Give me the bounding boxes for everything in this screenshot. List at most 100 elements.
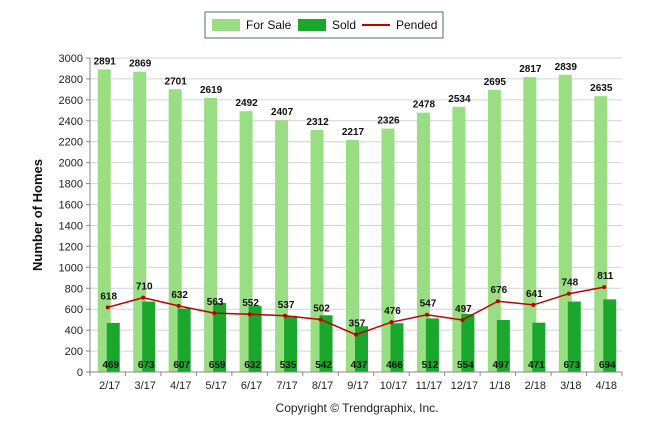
pended-value-label: 641 [526,289,543,300]
bar-sold [142,301,156,372]
y-axis: 0 200 400 600 800 1000 1200 1400 1600 1800 2000 220… [59,53,90,379]
x-tick-label: 4/18 [596,380,617,392]
bar-for-sale [168,89,182,372]
pended-point [105,305,110,310]
pended-point [495,299,500,304]
bar-sold [319,315,333,372]
pended-point [602,285,607,290]
pended-point [424,312,429,317]
y-tick-label: 2800 [59,74,83,86]
pended-value-label: 552 [242,298,259,309]
pended-point [212,311,217,316]
bar-for-sale [416,112,430,373]
bar-for-sale [97,69,111,373]
bar-sold [213,303,227,372]
pended-point [283,313,288,318]
for-sale-value-label: 2869 [129,59,152,70]
y-tick-label: 0 [77,367,83,379]
x-tick-label: 5/17 [205,380,226,392]
y-tick-label: 1800 [59,179,83,191]
for-sale-value-label: 2619 [200,85,223,96]
for-sale-value-label: 2492 [235,98,258,109]
bar-sold [425,318,439,372]
y-tick-label: 600 [65,304,83,316]
pended-value-label: 497 [455,304,472,315]
x-tick-label: 7/17 [276,380,297,392]
pended-point [354,332,358,337]
y-tick-label: 2600 [59,95,83,107]
pended-value-label: 357 [349,319,366,330]
bars [97,69,617,373]
bar-sold [496,319,510,372]
pended-value-label: 811 [597,271,614,282]
pended-point [531,302,536,307]
bar-for-sale [346,139,359,372]
y-tick-label: 1600 [59,200,83,212]
bar-for-sale [275,120,289,372]
for-sale-value-label: 2312 [306,117,329,128]
for-sale-value-label: 2534 [448,94,471,105]
pended-value-label: 618 [100,291,117,302]
y-tick-label: 400 [65,325,83,337]
data-labels: 2891 469 2869 673 2701 607 2619 659 2492 632 2407 5… [94,56,616,371]
pended-point [141,295,146,300]
y-axis-label: Number of Homes [30,159,45,271]
sold-value-label: 535 [280,360,297,371]
sold-value-label: 673 [138,360,155,371]
y-tick-label: 3000 [59,53,83,65]
y-tick-label: 2000 [59,158,83,170]
legend-label: Sold [332,18,356,32]
sold-value-label: 437 [351,360,368,371]
pended-value-label: 632 [171,290,188,301]
for-sale-value-label: 2839 [555,62,578,73]
for-sale-value-label: 2217 [342,127,365,138]
legend-label: Pended [396,18,437,32]
pended-point [566,291,571,296]
pended-value-label: 476 [384,306,401,317]
legend-swatch-for-sale [212,19,240,31]
pended-point [176,303,181,308]
for-sale-value-label: 2817 [519,64,542,75]
y-tick-label: 2400 [59,116,83,128]
bar-sold [284,316,298,372]
pended-value-label: 748 [561,278,578,289]
sold-value-label: 659 [209,360,226,371]
y-tick-label: 1000 [59,262,83,274]
legend-swatch-sold [298,19,326,31]
bar-for-sale [310,130,324,372]
bar-sold [390,323,404,372]
bar-sold [355,326,368,372]
pended-value-label: 537 [278,300,295,311]
pended-point [318,317,323,322]
bar-sold [603,299,617,372]
pended-value-label: 502 [313,303,330,314]
sold-value-label: 607 [173,360,190,371]
y-tick-label: 2200 [59,137,83,149]
x-tick-label: 8/17 [312,380,333,392]
pended-value-label: 563 [207,297,224,308]
pended-value-label: 710 [136,282,153,293]
x-axis: 2/17 3/17 4/17 5/17 6/17 7/17 8/17 9/17 10/17 11/… [89,372,623,392]
sold-value-label: 469 [102,360,119,371]
bar-for-sale [558,74,572,373]
sold-value-label: 694 [599,360,616,371]
bar-sold [248,305,262,372]
bar-for-sale [523,77,537,373]
sold-value-label: 512 [422,360,439,371]
bar-sold [567,301,581,372]
sold-value-label: 497 [493,360,510,371]
y-tick-label: 1400 [59,220,83,232]
pended-point [247,312,252,317]
for-sale-value-label: 2635 [590,83,613,94]
y-tick-label: 1200 [59,241,83,253]
for-sale-value-label: 2478 [413,100,436,111]
x-tick-label: 11/17 [416,380,443,392]
x-tick-label: 9/17 [347,380,368,392]
pended-point [389,320,394,325]
y-tick-label: 200 [65,346,83,358]
x-tick-label: 2/17 [99,380,120,392]
sold-value-label: 466 [386,360,403,371]
x-tick-label: 12/17 [451,380,479,392]
x-tick-label: 10/17 [380,380,408,392]
